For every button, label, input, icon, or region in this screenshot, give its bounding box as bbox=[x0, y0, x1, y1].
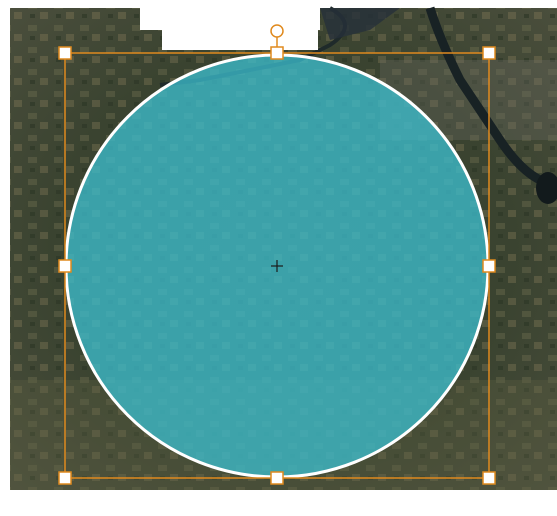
resize-handle-nw[interactable] bbox=[58, 46, 72, 60]
resize-handle-s[interactable] bbox=[270, 471, 284, 485]
resize-handle-sw[interactable] bbox=[58, 471, 72, 485]
river bbox=[425, 6, 543, 185]
resize-handle-e[interactable] bbox=[482, 259, 496, 273]
rotate-handle[interactable] bbox=[270, 24, 284, 38]
center-crosshair bbox=[271, 260, 283, 272]
resize-handle-se[interactable] bbox=[482, 471, 496, 485]
bay bbox=[320, 8, 400, 40]
lake bbox=[536, 172, 557, 204]
resize-handle-w[interactable] bbox=[58, 259, 72, 273]
resize-handle-n[interactable] bbox=[270, 46, 284, 60]
resize-handle-ne[interactable] bbox=[482, 46, 496, 60]
unloaded-tile bbox=[140, 8, 320, 50]
